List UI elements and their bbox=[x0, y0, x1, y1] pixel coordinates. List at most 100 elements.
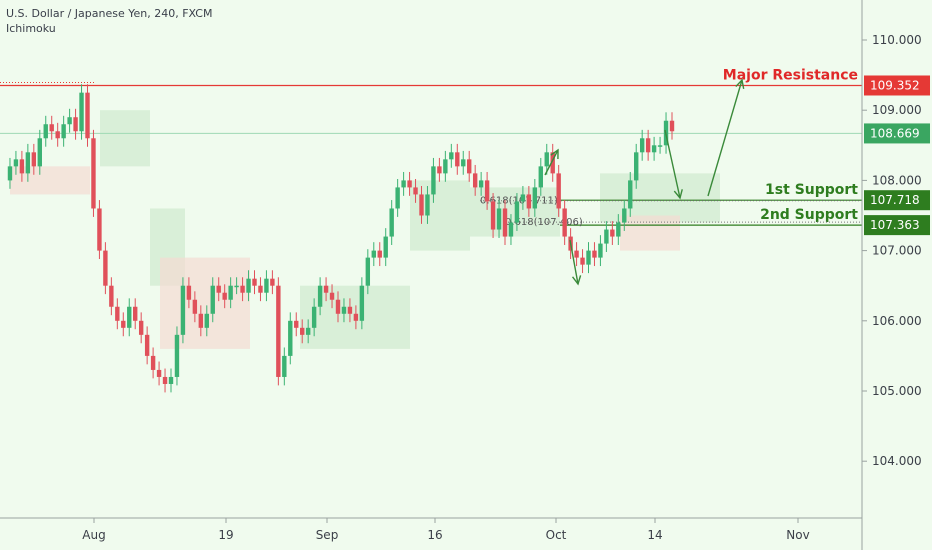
level-badge bbox=[864, 215, 930, 236]
candle-body bbox=[628, 180, 633, 209]
level-badge bbox=[864, 75, 930, 96]
candle-body bbox=[425, 194, 430, 216]
candle-body bbox=[484, 180, 490, 202]
candle-body bbox=[544, 152, 549, 167]
candle-body bbox=[186, 285, 192, 300]
up-arrow bbox=[707, 79, 743, 197]
candle-body bbox=[180, 285, 186, 335]
fib-label: 0.618(107.711) bbox=[480, 196, 558, 207]
candle-body bbox=[67, 117, 72, 125]
candle-body bbox=[574, 250, 579, 258]
candle-body bbox=[234, 285, 239, 288]
cloud-area bbox=[100, 110, 150, 167]
candle-body bbox=[192, 299, 198, 314]
candle-body bbox=[7, 166, 13, 181]
candle-body bbox=[395, 187, 400, 209]
candle-body bbox=[365, 257, 371, 286]
fib-label: 0.618(107.406) bbox=[505, 217, 583, 228]
y-tick-label: 105.000 bbox=[872, 384, 922, 398]
candle-body bbox=[329, 292, 335, 300]
y-tick-label: 107.000 bbox=[872, 244, 922, 258]
candle-body bbox=[669, 120, 675, 132]
down-arrow-head bbox=[673, 189, 683, 200]
candle-body bbox=[103, 250, 108, 286]
swing-up-arrow-head bbox=[550, 148, 559, 160]
candle-body bbox=[222, 292, 227, 300]
candle-body bbox=[174, 334, 180, 377]
candle-body bbox=[449, 152, 454, 160]
up-arrow-head bbox=[735, 78, 745, 89]
cloud-area bbox=[600, 173, 720, 223]
candle-body bbox=[210, 285, 215, 314]
candle-body bbox=[610, 229, 615, 237]
candle-body bbox=[586, 250, 591, 265]
candle-body bbox=[407, 180, 412, 188]
cloud-area bbox=[620, 215, 680, 251]
candle-body bbox=[508, 222, 514, 237]
x-tick-label: 19 bbox=[218, 528, 233, 542]
candle-body bbox=[109, 285, 114, 307]
candle-body bbox=[467, 159, 472, 174]
symbol-title: U.S. Dollar / Japanese Yen, 240, FXCM bbox=[6, 7, 213, 20]
candle-body bbox=[282, 355, 287, 377]
candle-body bbox=[204, 313, 209, 328]
candle-body bbox=[300, 327, 305, 335]
candle-body bbox=[79, 92, 84, 132]
candle-body bbox=[252, 278, 257, 286]
candle-body bbox=[43, 124, 48, 139]
candle-body bbox=[121, 320, 126, 328]
last-price-badge bbox=[864, 123, 930, 144]
candle-body bbox=[616, 222, 621, 237]
candle-body bbox=[150, 355, 156, 370]
projection-arrows bbox=[544, 78, 745, 286]
candle-body bbox=[598, 243, 603, 258]
candle-body bbox=[562, 208, 567, 237]
y-tick-label: 104.000 bbox=[872, 454, 922, 468]
candle-body bbox=[604, 229, 609, 244]
candle-body bbox=[127, 306, 132, 328]
y-tick-label: 110.000 bbox=[872, 33, 922, 47]
cloud-area bbox=[410, 180, 470, 251]
candle-body bbox=[514, 201, 520, 223]
candle-body bbox=[645, 138, 651, 153]
candle-body bbox=[198, 313, 204, 328]
candle-body bbox=[556, 173, 561, 209]
candle-body bbox=[97, 208, 102, 251]
indicator-label: Ichimoku bbox=[6, 22, 56, 35]
candle-body bbox=[472, 173, 478, 188]
x-tick-label: Nov bbox=[786, 528, 809, 542]
candle-body bbox=[156, 369, 162, 377]
candle-body bbox=[532, 187, 538, 209]
candle-body bbox=[431, 166, 436, 195]
x-tick-label: 16 bbox=[427, 528, 442, 542]
candle-body bbox=[341, 306, 347, 314]
candle-body bbox=[496, 208, 502, 230]
candle-body bbox=[353, 313, 359, 321]
candle-body bbox=[73, 117, 78, 132]
candle-body bbox=[550, 152, 555, 174]
y-tick-label: 108.000 bbox=[872, 173, 922, 187]
candle-body bbox=[377, 250, 382, 258]
y-tick-label: 106.000 bbox=[872, 314, 922, 328]
support-label: 2nd Support bbox=[760, 207, 858, 223]
x-tick-label: 14 bbox=[647, 528, 662, 542]
candle-body bbox=[455, 152, 460, 167]
candle-body bbox=[270, 278, 275, 286]
level-badge-value: 107.718 bbox=[870, 193, 920, 207]
candle-body bbox=[276, 285, 281, 377]
candle-body bbox=[258, 285, 263, 293]
candle-body bbox=[538, 166, 543, 188]
candle-body bbox=[323, 285, 329, 293]
candle-body bbox=[240, 285, 245, 293]
support-label: 1st Support bbox=[765, 182, 858, 198]
candle-body bbox=[359, 285, 365, 321]
candle-body bbox=[389, 208, 394, 237]
candle-body bbox=[437, 166, 442, 174]
candle-body bbox=[461, 159, 466, 167]
candle-body bbox=[580, 257, 585, 265]
candle-body bbox=[25, 152, 31, 174]
x-tick-label: Oct bbox=[546, 528, 567, 542]
candle-body bbox=[478, 180, 484, 188]
